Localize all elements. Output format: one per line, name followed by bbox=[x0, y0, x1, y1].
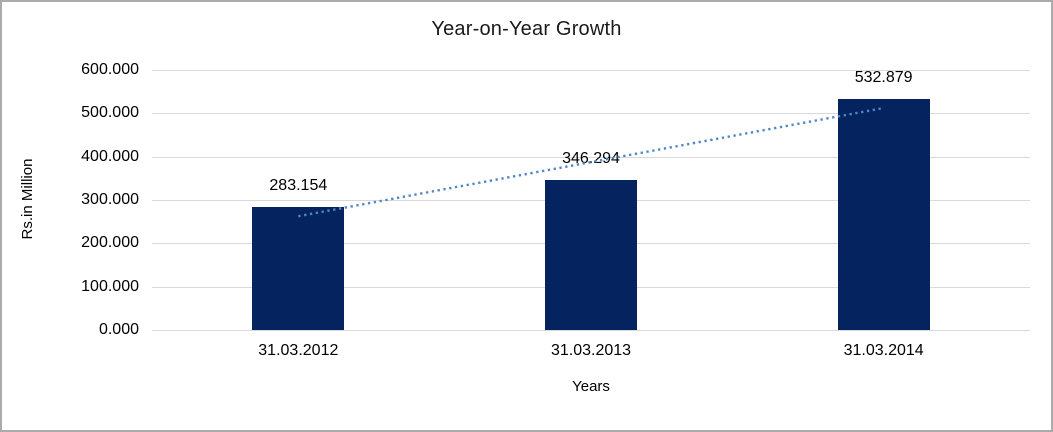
x-tick-label: 31.03.2014 bbox=[843, 342, 924, 359]
chart-title: Year-on-Year Growth bbox=[431, 18, 622, 40]
x-tick-label: 31.03.2013 bbox=[550, 342, 632, 359]
y-tick-label: 200.000 bbox=[81, 234, 139, 252]
x-tick-label: 31.03.2012 bbox=[258, 342, 339, 359]
y-tick-label: 400.000 bbox=[81, 147, 139, 165]
bar-data-label: 532.879 bbox=[854, 69, 913, 87]
gridline bbox=[152, 70, 1030, 71]
bar-data-label: 346.294 bbox=[562, 149, 620, 167]
gridline bbox=[152, 330, 1030, 331]
y-axis-title: Rs.in Million bbox=[19, 158, 36, 240]
bar bbox=[837, 99, 930, 330]
y-tick-label: 0.000 bbox=[98, 321, 139, 338]
bar bbox=[545, 179, 637, 330]
y-tick-label: 500.000 bbox=[81, 104, 139, 122]
y-tick-label: 100.000 bbox=[81, 277, 139, 295]
bar-data-label: 283.154 bbox=[269, 177, 328, 195]
y-tick-label: 300.000 bbox=[81, 191, 139, 208]
y-tick-label: 600.000 bbox=[81, 61, 139, 78]
x-axis-title: Years bbox=[572, 378, 610, 395]
bar bbox=[252, 207, 345, 330]
